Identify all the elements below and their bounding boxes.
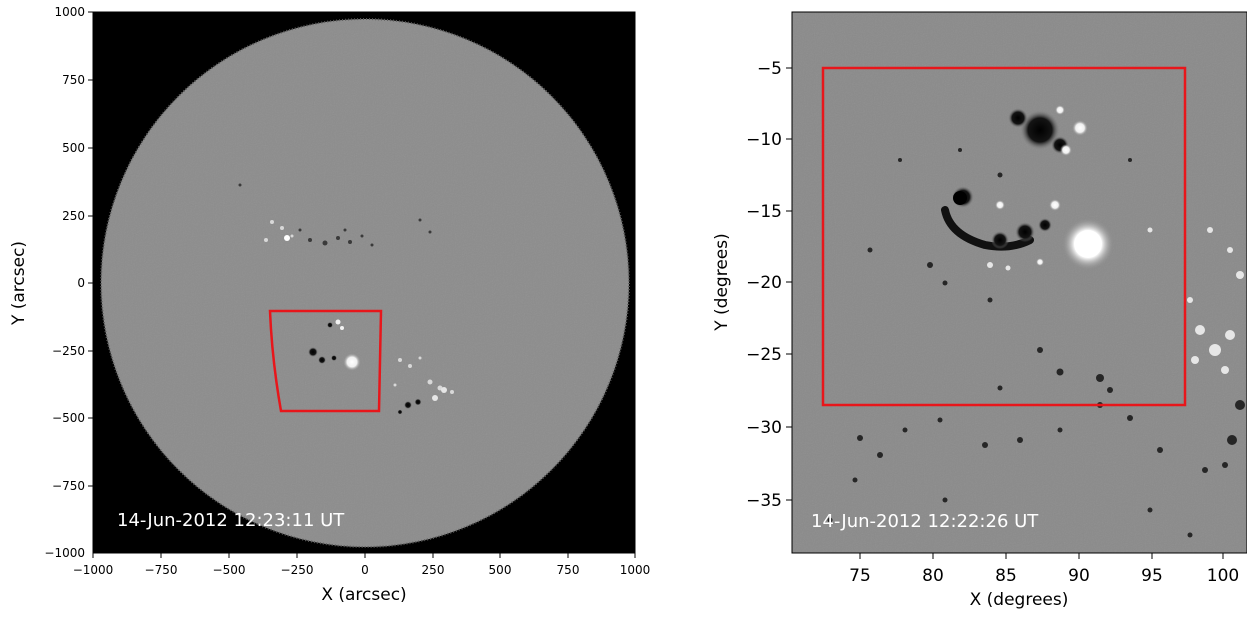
y-tick: −10 xyxy=(746,130,792,150)
x-tick: 85 xyxy=(995,553,1017,586)
svg-text:500: 500 xyxy=(489,563,512,577)
svg-text:−750: −750 xyxy=(145,563,178,577)
svg-text:1000: 1000 xyxy=(620,563,651,577)
y-tick: −750 xyxy=(52,479,93,493)
y-tick: −30 xyxy=(746,418,792,438)
svg-text:−750: −750 xyxy=(52,479,85,493)
svg-text:−500: −500 xyxy=(213,563,246,577)
svg-text:750: 750 xyxy=(62,73,85,87)
y-tick: 0 xyxy=(77,276,93,290)
svg-text:−30: −30 xyxy=(746,418,782,438)
zoom-magnetic-features xyxy=(792,12,1247,553)
region-of-interest-box xyxy=(268,309,383,413)
x-tick: 250 xyxy=(422,553,445,577)
svg-text:−1000: −1000 xyxy=(73,563,114,577)
full-disk-y-ticks: 1000 750 500 250 0 −250 −500 −750 −1000 xyxy=(44,5,93,560)
svg-text:−25: −25 xyxy=(746,345,782,365)
y-tick: −35 xyxy=(746,491,792,511)
svg-text:0: 0 xyxy=(77,276,85,290)
svg-text:0: 0 xyxy=(361,563,369,577)
y-tick: −15 xyxy=(746,202,792,222)
svg-text:−250: −250 xyxy=(52,344,85,358)
svg-text:−20: −20 xyxy=(746,273,782,293)
x-tick: −500 xyxy=(213,553,246,577)
svg-text:75: 75 xyxy=(849,566,871,586)
x-tick: 100 xyxy=(1207,553,1239,586)
x-tick: 80 xyxy=(922,553,944,586)
svg-text:−10: −10 xyxy=(746,130,782,150)
x-tick: 750 xyxy=(557,553,580,577)
svg-text:750: 750 xyxy=(557,563,580,577)
svg-text:250: 250 xyxy=(422,563,445,577)
svg-text:85: 85 xyxy=(995,566,1017,586)
svg-text:−5: −5 xyxy=(757,59,782,79)
x-tick: 0 xyxy=(361,553,369,577)
svg-text:80: 80 xyxy=(922,566,944,586)
zoom-y-ticks: −5 −10 −15 −20 −25 −30 −35 xyxy=(746,59,792,511)
full-disk-panel: 14-Jun-2012 12:23:11 UT −1000 −750 −500 … xyxy=(9,5,650,605)
x-tick: 95 xyxy=(1141,553,1163,586)
x-tick: −1000 xyxy=(73,553,114,577)
zoom-region-box xyxy=(821,66,1187,407)
x-tick: −750 xyxy=(145,553,178,577)
svg-text:−250: −250 xyxy=(281,563,314,577)
y-tick: −250 xyxy=(52,344,93,358)
svg-text:1000: 1000 xyxy=(54,5,85,19)
zoom-x-axis-label: X (degrees) xyxy=(970,590,1069,610)
y-tick: −5 xyxy=(757,59,792,79)
disk-limb xyxy=(100,18,630,548)
zoom-timestamp: 14-Jun-2012 12:22:26 UT xyxy=(811,511,1039,532)
full-disk-y-axis-label: Y (arcsec) xyxy=(9,241,29,326)
y-tick: 500 xyxy=(62,141,93,155)
y-tick: 750 xyxy=(62,73,93,87)
y-tick: 250 xyxy=(62,209,93,223)
full-disk-x-axis-label: X (arcsec) xyxy=(321,585,406,605)
full-disk-timestamp: 14-Jun-2012 12:23:11 UT xyxy=(117,510,345,531)
svg-text:−1000: −1000 xyxy=(44,546,85,560)
full-disk-x-ticks: −1000 −750 −500 −250 0 250 500 750 1000 xyxy=(73,553,651,577)
svg-text:90: 90 xyxy=(1068,566,1090,586)
svg-text:−15: −15 xyxy=(746,202,782,222)
y-tick: −1000 xyxy=(44,546,85,560)
y-tick: −20 xyxy=(746,273,792,293)
svg-text:95: 95 xyxy=(1141,566,1163,586)
svg-text:500: 500 xyxy=(62,141,85,155)
disk-magnetic-features xyxy=(101,19,629,547)
svg-text:−35: −35 xyxy=(746,491,782,511)
y-tick: −500 xyxy=(52,411,93,425)
x-tick: 500 xyxy=(489,553,512,577)
zoom-panel: 14-Jun-2012 12:22:26 UT 75 80 85 90 95 1… xyxy=(712,11,1247,610)
x-tick: −250 xyxy=(281,553,314,577)
svg-text:250: 250 xyxy=(62,209,85,223)
svg-text:−500: −500 xyxy=(52,411,85,425)
x-tick: 75 xyxy=(849,553,871,586)
x-tick: 90 xyxy=(1068,553,1090,586)
zoom-y-axis-label: Y (degrees) xyxy=(712,233,732,331)
zoom-x-ticks: 75 80 85 90 95 100 xyxy=(849,553,1239,586)
x-tick: 1000 xyxy=(620,553,651,577)
y-tick: −25 xyxy=(746,345,792,365)
y-tick: 1000 xyxy=(54,5,93,19)
svg-text:100: 100 xyxy=(1207,566,1239,586)
